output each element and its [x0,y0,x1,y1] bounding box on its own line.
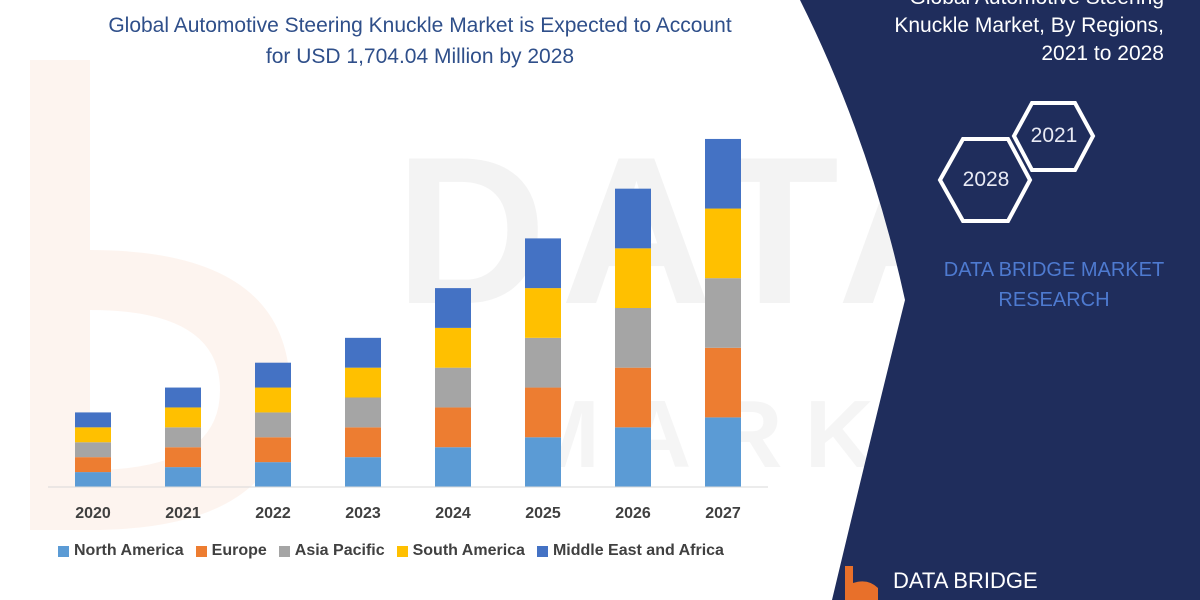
bar-segment-2020-south-america [75,427,111,443]
bar-segment-2025-europe [525,387,561,438]
bar-segment-2025-middle-east-and-africa [525,238,561,289]
x-tick-label: 2021 [165,505,201,522]
footer-logo-icon [845,566,878,600]
legend-swatch [396,545,408,557]
bar-segment-2022-middle-east-and-africa [255,362,291,388]
bar-segment-2022-south-america [255,387,291,413]
hexagon-label-2028: 2028 [962,168,1010,191]
bar-segment-2025-north-america [525,437,561,487]
bar-segment-2026-south-america [615,248,651,308]
brand-text-line-2: RESEARCH [998,289,1110,311]
hexagon-label-2021: 2021 [1030,124,1078,147]
x-tick-labels: 2020 2021 2022 2023 2024 2025 2026 2027 [75,505,741,522]
bar-segment-2022-asia-pacific [255,412,291,438]
bar-segment-2021-north-america [165,467,201,487]
bar-segment-2023-europe [345,427,381,458]
bar-segment-2027-south-america [705,208,741,279]
bar-segment-2022-north-america [255,462,291,487]
bar-segment-2023-asia-pacific [345,397,381,428]
bar-segment-2026-north-america [615,427,651,487]
panel-title-line-1: Global Automotive Steering [834,0,1164,12]
x-tick-label: 2025 [525,505,561,522]
legend-label: Europe [211,542,267,559]
bar-segment-2021-europe [165,447,201,468]
x-tick-label: 2020 [75,505,111,522]
hexagon-2021 [1011,101,1096,172]
footer-logo-text: DATA BRIDGE [893,568,1038,593]
bar-segment-2024-europe [435,407,471,448]
bar-segment-2024-south-america [435,327,471,368]
legend-label: Asia Pacific [294,542,385,559]
legend-swatch [195,545,207,557]
bar-segment-2023-north-america [345,457,381,487]
bar-segment-2024-middle-east-and-africa [435,288,471,328]
bar-segment-2020-north-america [75,472,111,487]
legend-item-south-america: South America [396,542,525,560]
bar-segment-2024-asia-pacific [435,367,471,408]
brand-text-line-1: DATA BRIDGE MARKET [943,259,1165,281]
chart-title-line-2: for USD 1,704.04 Million by 2028 [265,45,575,68]
stacked-bar-chart: 2020 2021 2022 2023 2024 2025 2026 2027 [48,138,768,522]
legend-item-asia-pacific: Asia Pacific [278,542,385,560]
bar-segment-2027-asia-pacific [705,278,741,348]
legend-swatch [536,545,548,557]
legend-swatch [278,545,290,557]
bars-layer [75,138,741,487]
bar-segment-2025-asia-pacific [525,337,561,388]
x-tick-label: 2022 [255,505,291,522]
bar-segment-2023-south-america [345,367,381,398]
panel-title-line-3: 2021 to 2028 [1041,42,1164,65]
chart-title-line-1: Global Automotive Steering Knuckle Marke… [108,14,732,37]
bar-segment-2022-europe [255,437,291,463]
bar-segment-2021-south-america [165,407,201,428]
legend-swatch [58,545,69,557]
bar-segment-2020-europe [75,457,111,473]
x-tick-label: 2023 [345,505,381,522]
chart-legend: North America Europe Asia Pacific South … [58,540,724,562]
bar-segment-2025-south-america [525,288,561,338]
bar-segment-2024-north-america [435,447,471,487]
bar-segment-2021-asia-pacific [165,427,201,448]
bar-segment-2027-europe [705,347,741,418]
legend-label: South America [412,542,525,559]
bar-segment-2020-middle-east-and-africa [75,412,111,428]
bar-segment-2026-europe [615,367,651,428]
bar-segment-2027-middle-east-and-africa [705,138,741,209]
hexagon-2028 [937,137,1033,223]
panel-title: Global Automotive Steering Knuckle Marke… [834,0,1164,68]
legend-label: Middle East and Africa [552,542,724,559]
bar-segment-2023-middle-east-and-africa [345,337,381,368]
legend-item-north-america: North America [58,542,184,560]
panel-title-line-2: Knuckle Market, By Regions, [894,14,1164,37]
bar-segment-2026-asia-pacific [615,308,651,368]
chart-title: Global Automotive Steering Knuckle Marke… [40,10,800,72]
bar-segment-2020-asia-pacific [75,442,111,458]
bar-segment-2021-middle-east-and-africa [165,387,201,408]
x-tick-label: 2027 [705,505,741,522]
brand-text: DATA BRIDGE MARKET RESEARCH [918,255,1190,315]
legend-item-europe: Europe [195,542,267,560]
bar-segment-2026-middle-east-and-africa [615,188,651,249]
legend-label: North America [74,542,184,559]
bar-segment-2027-north-america [705,417,741,487]
x-tick-label: 2024 [435,505,471,522]
x-tick-label: 2026 [615,505,651,522]
legend-item-middle-east-africa: Middle East and Africa [536,542,724,560]
